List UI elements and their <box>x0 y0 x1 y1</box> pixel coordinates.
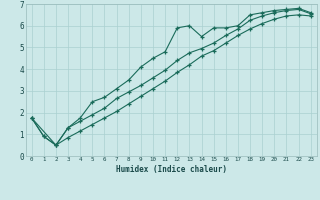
X-axis label: Humidex (Indice chaleur): Humidex (Indice chaleur) <box>116 165 227 174</box>
